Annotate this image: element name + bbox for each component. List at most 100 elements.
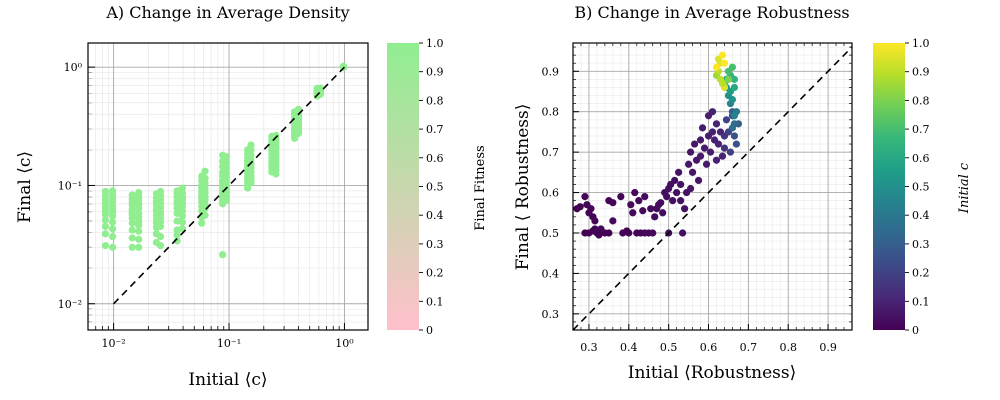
y-tick-label: 0.6 [542,187,560,200]
colorbar-tick-label: 0.3 [426,238,444,251]
colorbar-gradient [387,43,419,330]
data-point [686,148,695,156]
x-tick-label: 0.5 [660,341,678,354]
data-point [135,235,143,243]
data-point [135,221,143,229]
data-point [173,226,181,234]
data-point [108,218,117,226]
colorbar-tick-label: 0.7 [912,123,930,136]
data-point [708,128,717,136]
colorbar-gradient [873,43,905,330]
data-point [591,217,599,225]
colorbar-tick-label: 0.5 [912,181,930,194]
panel-a-ylabel: Final ⟨c⟩ [15,151,35,223]
colorbar-tick-label: 0.9 [912,66,930,79]
data-point [173,217,181,225]
data-point [128,226,136,234]
data-point [708,108,717,116]
panel-a-colorbar: 0 0.1 0.2 0.3 0.4 0.5 0.6 0.7 0.8 0.9 1.0 [387,37,444,337]
data-point [732,140,741,148]
panel-a-title: A) Change in Average Density [105,3,349,22]
data-point [617,193,625,201]
data-point [101,216,110,224]
data-point [173,231,181,239]
data-point [675,168,683,176]
data-point [730,132,739,140]
data-point [712,63,721,71]
data-point [706,148,715,156]
data-point [679,229,687,237]
data-point [724,75,733,83]
data-point [631,188,639,197]
data-point [698,124,707,132]
colorbar-tick-label: 0.1 [912,295,930,308]
data-point [222,153,231,161]
colorbar-tick-label: 0 [426,324,433,337]
colorbar-tick-label: 0.4 [912,209,930,222]
data-point [730,75,739,83]
data-point [128,214,136,222]
data-point [576,203,584,211]
data-point [720,144,729,152]
plot-frame [87,42,369,331]
panel-a-colorbar-label: Final Fitness [473,145,488,230]
data-point [718,152,727,160]
data-point [108,225,117,233]
data-point [201,204,209,212]
data-point [720,59,729,67]
data-point [657,199,665,207]
x-tick-label: 0.3 [580,341,598,354]
data-point [108,243,117,251]
colorbar-tick-label: 0.4 [426,209,444,222]
panel-a-xlabel: Initial ⟨c⟩ [188,370,267,390]
data-point [128,234,136,242]
colorbar-tick-label: 0.7 [426,123,444,136]
y-tick-label: 10⁻¹ [58,179,82,192]
data-point [686,184,695,193]
y-tick-label: 10⁰ [64,61,83,74]
data-point [714,140,723,148]
x-tick-label: 10⁻² [101,337,125,350]
data-point [690,140,699,148]
data-point [591,225,599,233]
y-tick-label: 0.4 [542,267,560,280]
data-point [173,237,181,245]
diagonal-reference-line [572,46,853,331]
data-point [101,242,110,250]
y-tick-label: 0.3 [542,308,560,321]
data-point [101,230,110,238]
data-point [178,207,187,215]
data-point [625,229,633,237]
data-point [156,232,165,241]
data-point [605,229,613,237]
data-point [688,168,697,176]
data-point [647,205,655,213]
colorbar-tick-label: 0.9 [426,66,444,79]
data-point [702,160,711,168]
data-point [247,179,255,187]
panel-a-plot: 10⁻² 10⁻¹ 10⁰ 10⁻² 10⁻¹ 10⁰ [58,42,369,350]
data-point [247,146,255,154]
panel-a: A) Change in Average Density Initial ⟨c⟩… [15,3,488,390]
data-point [728,95,737,104]
panel-b: B) Change in Average Robustness Initial … [513,3,972,383]
data-point [712,156,721,164]
data-point [581,193,589,201]
data-point [173,209,181,218]
data-point [671,176,679,185]
panel-b-colorbar: 0 0.1 0.2 0.3 0.4 0.5 0.6 0.7 0.8 0.9 1.0 [873,37,930,337]
data-point [222,196,231,204]
colorbar-tick-label: 0.8 [426,94,444,107]
data-point [156,242,165,250]
data-point [178,184,187,192]
data-point [291,134,299,142]
data-point [730,112,739,120]
data-point [294,129,303,138]
y-tick-label: 10⁻² [58,298,82,311]
data-point [101,210,110,218]
data-point [726,148,735,156]
data-point [696,136,705,144]
data-point [669,197,677,205]
y-tick-label: 0.9 [542,65,560,78]
colorbar-tick-label: 0.2 [912,267,930,280]
